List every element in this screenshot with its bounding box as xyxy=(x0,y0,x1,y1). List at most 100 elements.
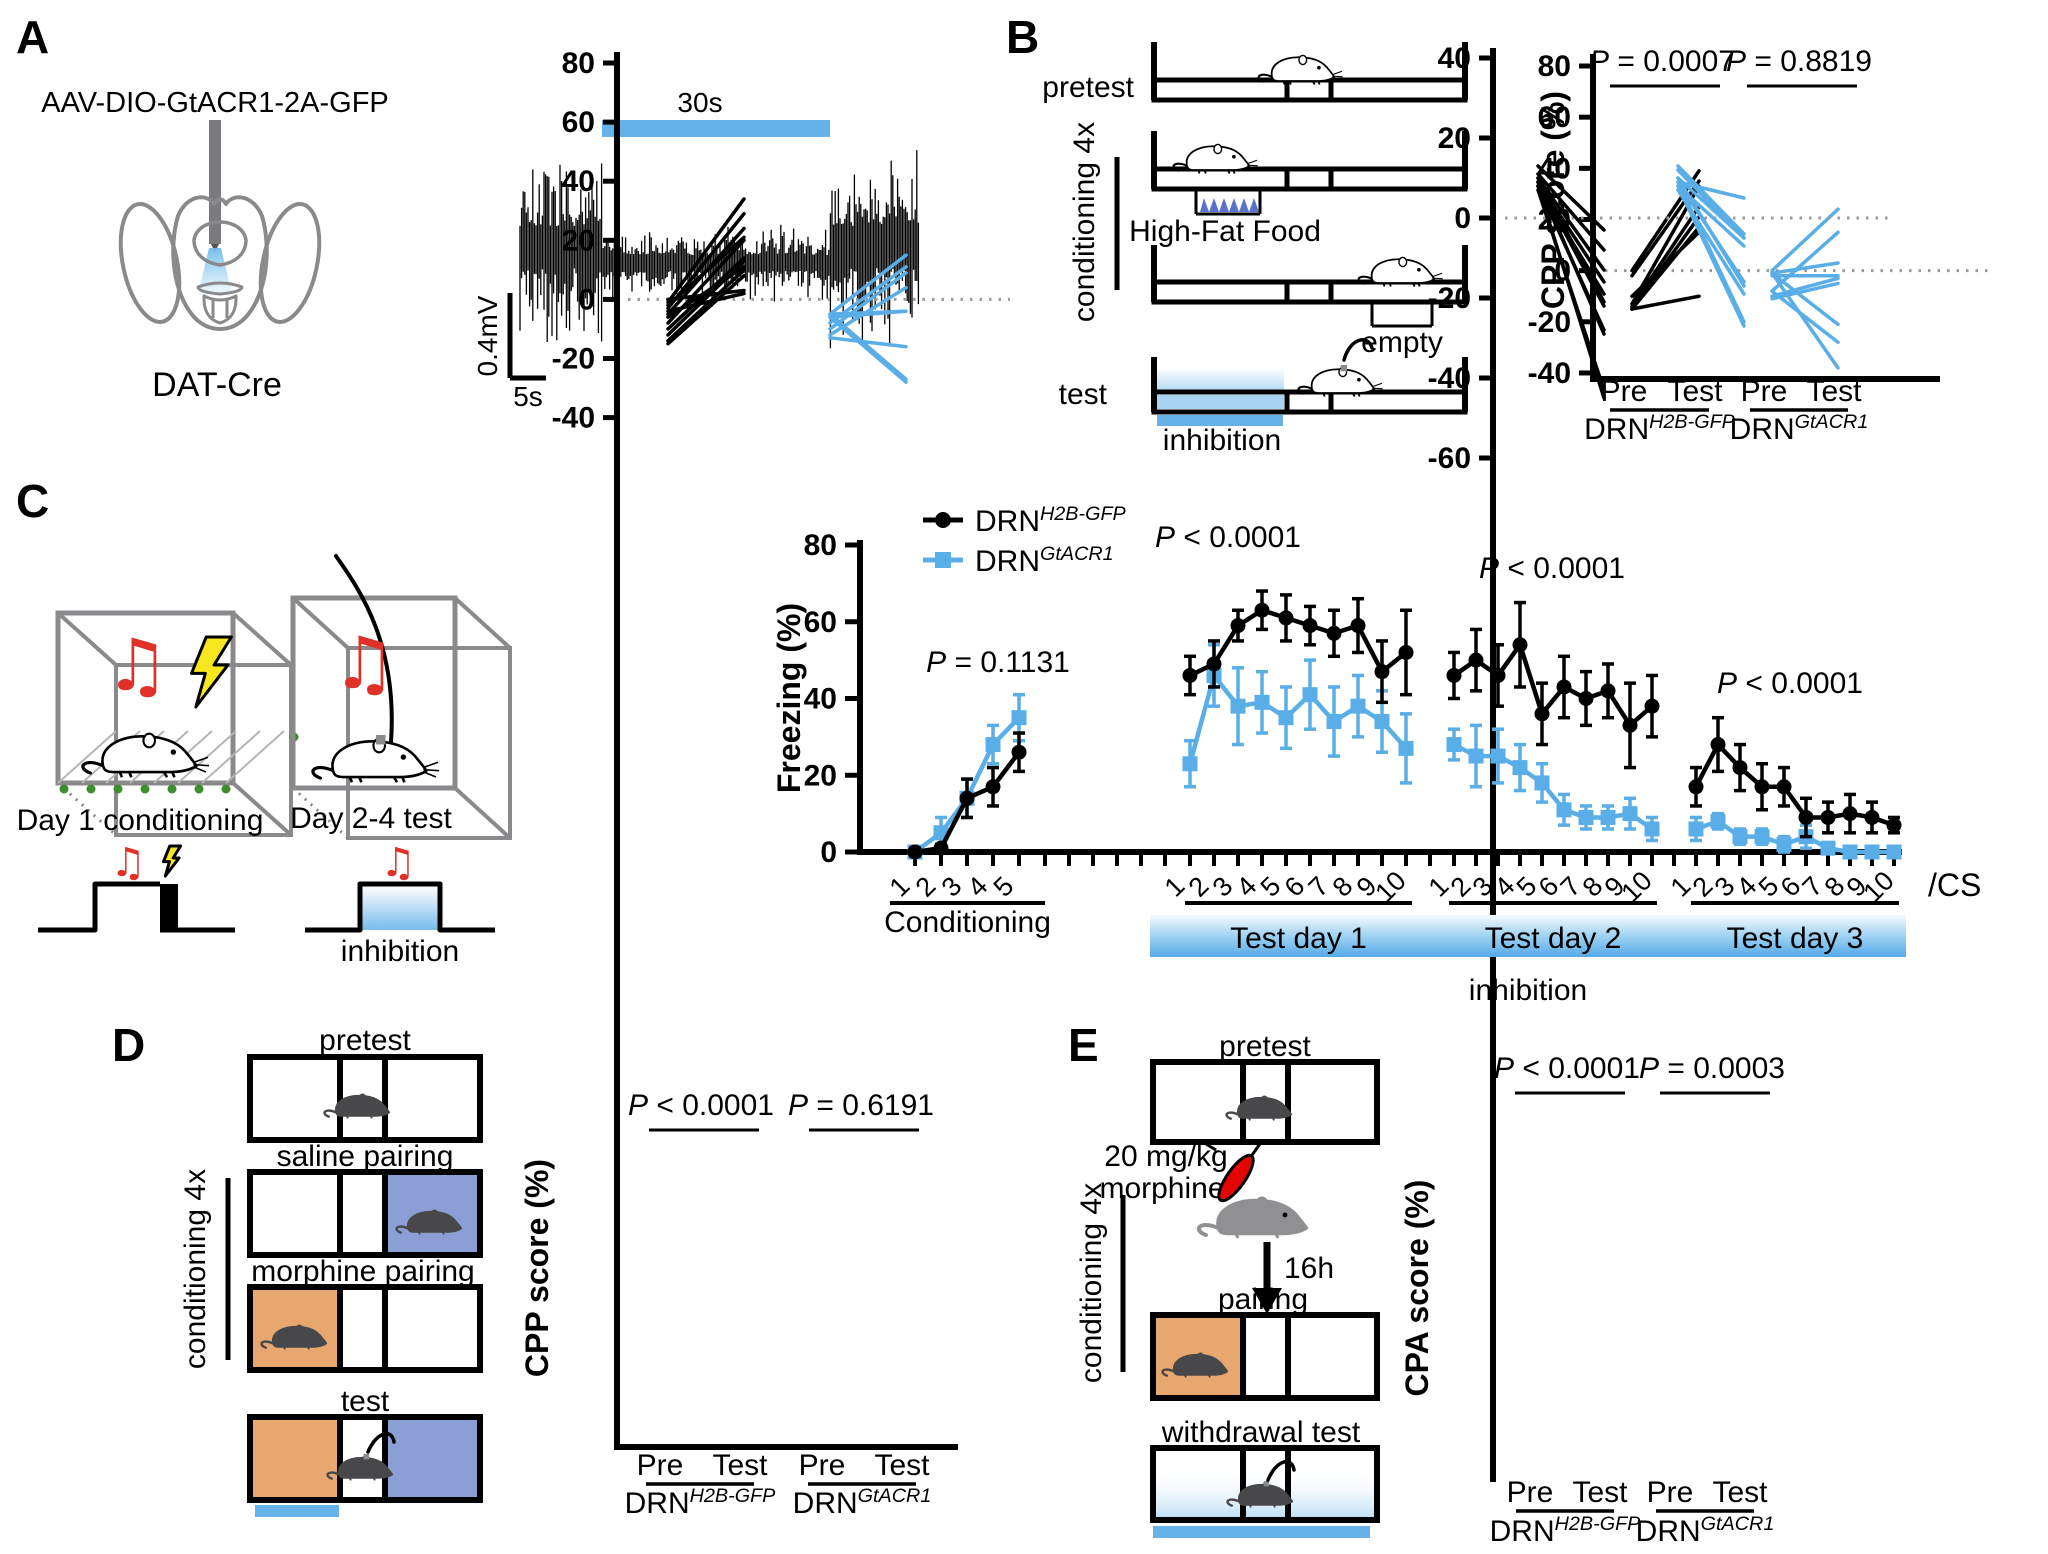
segment-label: Test day 1 xyxy=(1230,922,1367,955)
series-gtacr1 xyxy=(1446,723,1660,843)
mouse-icon xyxy=(323,1093,391,1119)
y-tick-label: 0 xyxy=(578,283,595,316)
y-tick-label: 60 xyxy=(562,106,595,139)
y-tick-label: 80 xyxy=(1538,50,1571,83)
p-value: P < 0.0001 xyxy=(628,1089,774,1122)
cpp-apparatus xyxy=(1151,131,1468,192)
conditioning-label: conditioning 4x xyxy=(1068,122,1101,322)
y-tick-label: 40 xyxy=(562,165,595,198)
mouse-icon xyxy=(326,1454,394,1481)
x-tick-test: Test xyxy=(1667,375,1723,408)
pairing-label: pairing xyxy=(1218,1283,1308,1316)
panel-e-plot: 40 20 0 -20 -40 -60 CPA score (%) P < 0.0001 Pre… xyxy=(1399,42,1890,1548)
mouse-icon xyxy=(1297,365,1383,397)
x-tick-label: 6 xyxy=(1279,871,1311,903)
x-tick-pre: Pre xyxy=(1507,1476,1554,1509)
x-tick-test: Test xyxy=(1712,1476,1768,1509)
y-tick-label: 60 xyxy=(804,606,837,639)
y-tick-label: 80 xyxy=(562,47,595,80)
y-tick-label: -60 xyxy=(1428,442,1471,475)
panel-b-schematic: pretest conditioning 4x High-Fat Food empty… xyxy=(1042,42,1468,457)
pretest-label: pretest xyxy=(1219,1030,1311,1063)
music-note-icon: ♫ xyxy=(105,623,170,707)
lightning-icon xyxy=(161,844,183,878)
y-tick-label: -40 xyxy=(552,402,595,435)
y-axis-title: CPP score (%) xyxy=(519,1159,555,1377)
inhibition-label: inhibition xyxy=(1469,974,1587,1007)
mouse-icon xyxy=(1172,143,1258,174)
morphine-label: morphine pairing xyxy=(251,1255,474,1288)
mouse-icon xyxy=(395,1209,463,1235)
music-note-icon: ♫ xyxy=(110,840,146,886)
brain-schematic xyxy=(118,195,322,331)
mouse-icon-large xyxy=(1196,1196,1309,1239)
series-h2b-gfp xyxy=(907,731,1027,860)
pretest-label: pretest xyxy=(1042,71,1134,104)
p-value: P = 0.8819 xyxy=(1726,45,1872,78)
pair-series-h2b-gfp xyxy=(1536,164,1606,400)
p-value: P < 0.0001 xyxy=(1494,1052,1640,1085)
delay-label: 16h xyxy=(1284,1252,1334,1285)
timeline-inhibition-label: inhibition xyxy=(341,935,459,968)
x-tick-test: Test xyxy=(874,1449,930,1482)
y-tick-label: 20 xyxy=(562,224,595,257)
saline-label: saline pairing xyxy=(277,1140,454,1173)
y-tick-label: 80 xyxy=(804,529,837,562)
p-value: P = 0.0003 xyxy=(1639,1052,1785,1085)
conditioning-box xyxy=(290,595,512,840)
panel-d-schematic: pretest saline pairing morphine pairing con… xyxy=(179,1024,483,1517)
x-tick-pre: Pre xyxy=(1647,1476,1694,1509)
x-tick-test: Test xyxy=(712,1449,768,1482)
light-bar-duration: 30s xyxy=(677,87,722,118)
y-tick-label: 40 xyxy=(1438,42,1471,75)
p-value: P = 0.1131 xyxy=(926,646,1070,679)
series-h2b-gfp xyxy=(1446,600,1660,770)
panel-b-label: B xyxy=(1006,11,1040,63)
panel-e-label: E xyxy=(1068,1019,1099,1071)
mouse-icon xyxy=(1225,1095,1293,1121)
p-value: P < 0.0001 xyxy=(1155,521,1301,554)
x-tick-pre: Pre xyxy=(637,1449,684,1482)
conditioning-timeline: ♫ xyxy=(38,840,235,933)
pair-series-gtacr1 xyxy=(828,253,908,384)
y-tick-label: -40 xyxy=(1428,362,1471,395)
pair-series-h2b-gfp xyxy=(666,197,746,346)
x-tick-label: 1 xyxy=(1159,871,1191,903)
series-gtacr1 xyxy=(1688,811,1902,860)
y-tick-label: -20 xyxy=(1428,282,1471,315)
mouse-line-label: DAT-Cre xyxy=(152,366,282,404)
x-tick-label: 2 xyxy=(910,871,942,903)
injection-pipette xyxy=(197,120,233,298)
panel-c-schematic: ♫Day 1 conditioning♫♫Day 2-4 test♫inhibi… xyxy=(17,554,512,968)
x-tick-label: 5 xyxy=(1255,871,1287,903)
x-tick-label: 8 xyxy=(1327,871,1359,903)
injection-label: AAV-DIO-GtACR1-2A-GFP xyxy=(41,87,389,119)
pair-series-gtacr1 xyxy=(1676,164,1746,328)
x-unit-label: /CS xyxy=(1928,867,1981,903)
high-fat-food-icon xyxy=(1200,198,1259,212)
series-h2b-gfp xyxy=(1688,715,1902,839)
day1-caption: Day 1 conditioning xyxy=(17,804,264,837)
test-label: test xyxy=(341,1385,390,1418)
scale-bars: 0.4mV 5s xyxy=(472,293,546,412)
y-tick-label: 20 xyxy=(1438,122,1471,155)
y-tick-label: -20 xyxy=(552,343,595,376)
group-label: DRNH2B-GFP xyxy=(1584,411,1736,446)
pretest-label: pretest xyxy=(319,1024,411,1057)
y-tick-label: 0 xyxy=(820,836,837,869)
cpp-chamber-box xyxy=(247,1054,483,1143)
morphine-label: morphine xyxy=(1099,1172,1224,1205)
x-tick-label: 1 xyxy=(884,871,916,903)
y-axis-title: CPA score (%) xyxy=(1399,1180,1435,1397)
x-tick-pre: Pre xyxy=(1741,375,1788,408)
ephys-trace: 30s xyxy=(519,87,920,349)
y-tick-label: -20 xyxy=(1528,306,1571,339)
x-tick-label: 3 xyxy=(936,871,968,903)
conditioning-label: conditioning 4x xyxy=(179,1169,212,1369)
conditioning-box xyxy=(55,610,293,837)
conditioning-label: conditioning 4x xyxy=(1075,1183,1108,1383)
